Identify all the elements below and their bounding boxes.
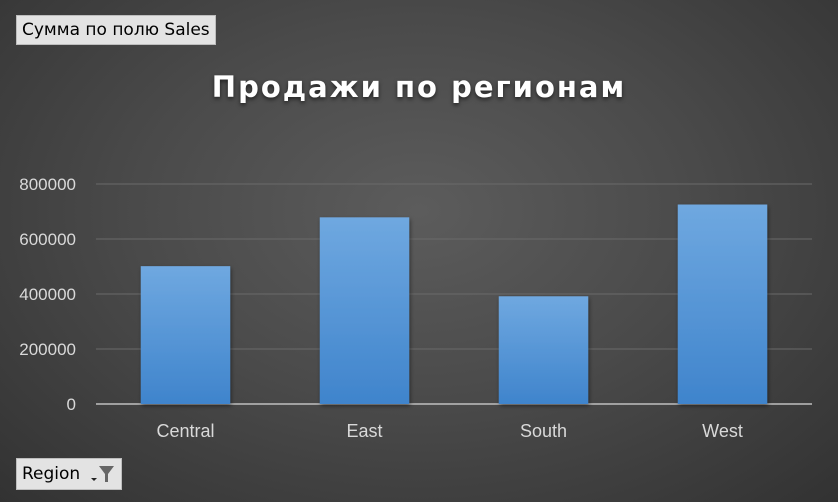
bars	[141, 204, 768, 404]
bar-east[interactable]	[320, 217, 410, 404]
region-field-button[interactable]: Region	[16, 458, 122, 490]
y-tick-label: 200000	[19, 340, 76, 359]
y-tick-label: 0	[67, 395, 76, 414]
chevron-down-icon	[91, 478, 97, 481]
y-tick-label: 600000	[19, 230, 76, 249]
x-tick-label: West	[702, 421, 743, 441]
x-tick-label: South	[520, 421, 567, 441]
y-tick-label: 800000	[19, 175, 76, 194]
filter-icon[interactable]	[88, 463, 116, 485]
x-tick-label: East	[346, 421, 382, 441]
x-tick-label: Central	[156, 421, 214, 441]
region-field-label: Region	[22, 464, 80, 484]
bar-central[interactable]	[141, 266, 231, 404]
y-tick-label: 400000	[19, 285, 76, 304]
bar-west[interactable]	[678, 204, 768, 404]
bar-south[interactable]	[499, 296, 589, 404]
y-axis-ticks: 0 200000 400000 600000 800000	[19, 175, 76, 414]
x-axis-ticks: Central East South West	[156, 421, 742, 441]
